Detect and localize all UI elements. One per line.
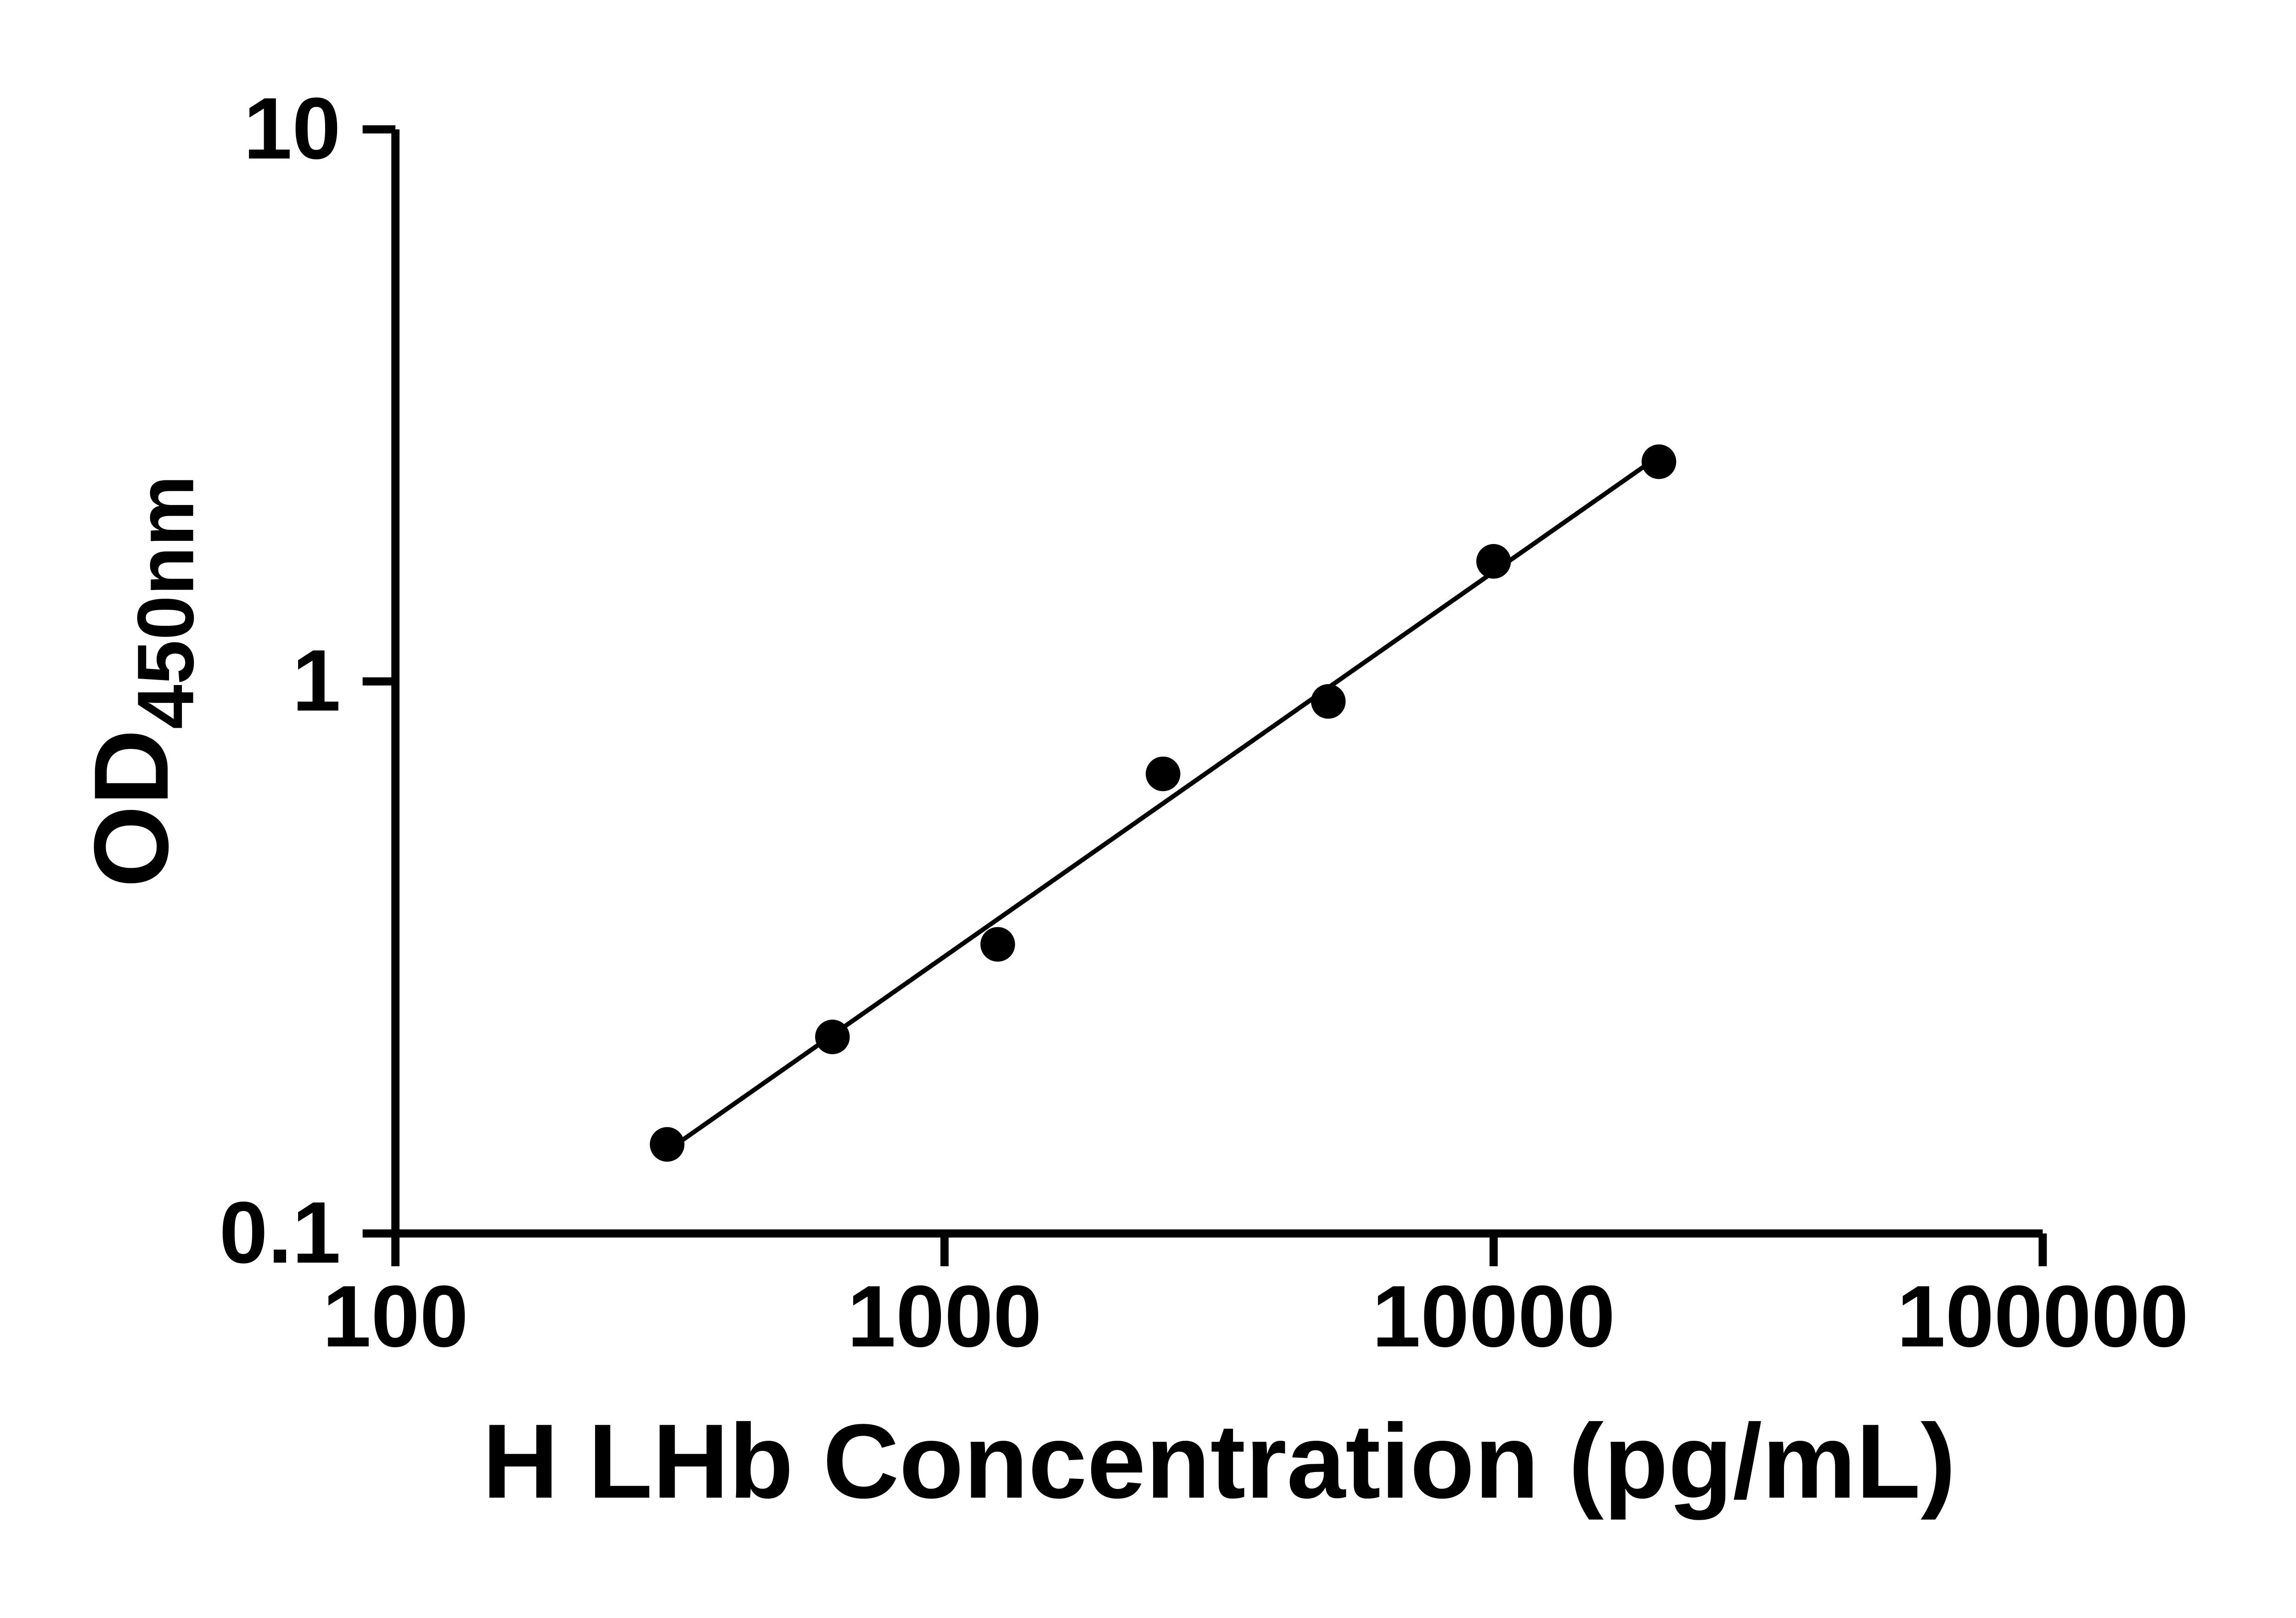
y-axis-title: OD450nm: [72, 475, 211, 888]
x-tick-label: 100000: [1897, 1268, 2189, 1365]
plot-area: 100 1000 10000 100000 0.1 1 10: [219, 80, 2189, 1365]
y-tick-label: 0.1: [219, 1184, 341, 1281]
x-tick-label: 10000: [1372, 1268, 1615, 1365]
data-point: [1146, 756, 1181, 792]
data-point: [815, 1019, 850, 1055]
y-tick-label: 10: [243, 80, 341, 177]
axis-spines: [391, 129, 2043, 1238]
y-axis-title-main: OD: [72, 729, 190, 888]
x-tick-label: 100: [322, 1268, 468, 1365]
data-point: [980, 927, 1015, 962]
data-point: [650, 1127, 685, 1162]
y-axis-title-subscript: 450nm: [121, 475, 211, 729]
x-tick-label: 1000: [847, 1268, 1042, 1365]
data-point: [1641, 444, 1677, 479]
data-point: [1476, 544, 1511, 579]
y-tick-label: 1: [292, 632, 341, 730]
x-axis-title: H LHb Concentration (pg/mL): [482, 1402, 1956, 1520]
data-point: [1311, 684, 1346, 719]
